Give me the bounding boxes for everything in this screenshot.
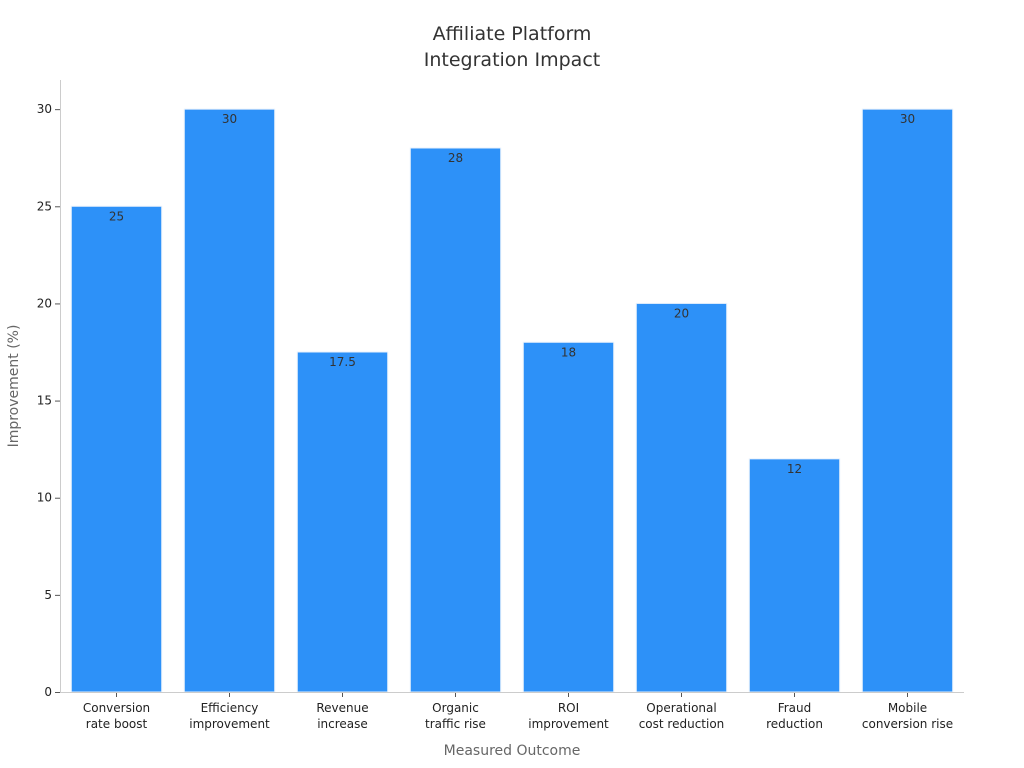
bar-value-label: 30 (900, 112, 915, 126)
x-tick-label: Revenue increase (316, 701, 368, 731)
y-tick-label: 10 (37, 491, 52, 505)
bar (296, 351, 389, 693)
y-tick-label: 5 (44, 588, 52, 602)
bar (183, 108, 276, 693)
x-tick-label-line: reduction (766, 717, 823, 731)
bar-value-label: 17.5 (329, 355, 356, 369)
x-tick-label-line: Fraud (778, 701, 812, 715)
x-tick-label-line: conversion rise (862, 717, 953, 731)
x-tick-label: Mobile conversion rise (862, 701, 953, 731)
bar (635, 302, 728, 693)
x-tick-label-line: improvement (528, 717, 609, 731)
bar (70, 205, 163, 693)
y-tick-label: 20 (37, 296, 52, 310)
bar-value-label: 18 (561, 345, 576, 359)
y-axis-title: Improvement (%) (6, 325, 22, 448)
x-tick-label-line: Organic (432, 701, 479, 715)
x-tick-label-line: cost reduction (639, 717, 725, 731)
x-axis-ticks: Conversion rate boost Efficiency improvemen… (83, 692, 953, 731)
x-tick-label-line: Operational (646, 701, 716, 715)
bar-value-label: 30 (222, 112, 237, 126)
bar-value-label: 28 (448, 151, 463, 165)
y-tick-label: 15 (37, 394, 52, 408)
y-tick-label: 25 (37, 199, 52, 213)
x-tick-label-line: rate boost (86, 717, 148, 731)
x-tick-label: Conversion rate boost (83, 701, 150, 731)
x-axis-title: Measured Outcome (444, 743, 581, 759)
x-tick-label-line: ROI (558, 701, 579, 715)
bar (861, 108, 954, 693)
y-tick-label: 0 (44, 685, 52, 699)
bar (522, 341, 615, 693)
x-tick-label-line: Conversion (83, 701, 150, 715)
bar-value-label: 20 (674, 306, 689, 320)
x-tick-label: Operational cost reduction (639, 701, 725, 731)
x-tick-label: Fraud reduction (766, 701, 823, 731)
x-tick-label: Organic traffic rise (425, 701, 486, 731)
x-tick-label-line: improvement (189, 717, 270, 731)
y-tick-label: 30 (37, 102, 52, 116)
chart-title-line-1: Affiliate Platform (433, 23, 592, 45)
x-tick-label: ROI improvement (528, 701, 609, 731)
x-tick-label-line: Mobile (888, 701, 927, 715)
x-tick-label-line: traffic rise (425, 717, 486, 731)
x-tick-label-line: Revenue (316, 701, 368, 715)
y-axis-ticks: 0 5 10 15 20 25 30 (37, 102, 60, 699)
x-tick-label: Efficiency improvement (189, 701, 270, 731)
x-tick-label-line: increase (317, 717, 368, 731)
chart-title-line-2: Integration Impact (424, 49, 600, 71)
x-tick-label-line: Efficiency (201, 701, 259, 715)
bar (409, 147, 502, 693)
bar (748, 458, 841, 693)
bar-value-label: 12 (787, 462, 802, 476)
bar-value-label: 25 (109, 209, 124, 223)
bars-layer: 25 30 17.5 28 18 20 12 30 (70, 108, 954, 693)
